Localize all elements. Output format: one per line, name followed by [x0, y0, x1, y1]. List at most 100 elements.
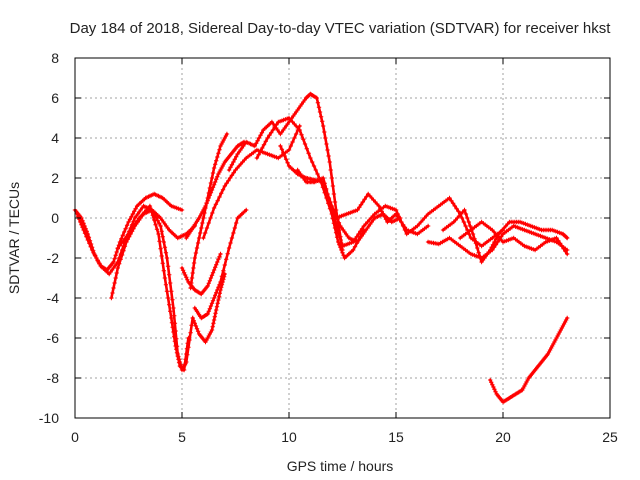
- data-point-marker: [196, 235, 202, 241]
- data-point-marker: [210, 324, 215, 329]
- data-point-marker: [80, 225, 85, 230]
- data-point-marker: [362, 197, 367, 202]
- data-point-marker: [88, 244, 93, 249]
- y-tick-label: -6: [47, 330, 60, 346]
- data-point-marker: [195, 240, 201, 246]
- data-point-marker: [89, 247, 95, 253]
- data-point-marker: [147, 203, 153, 209]
- data-point-marker: [288, 143, 293, 149]
- x-tick-label: 20: [495, 429, 511, 445]
- data-point-marker: [224, 181, 229, 186]
- data-point-marker: [117, 243, 122, 248]
- data-point-marker: [111, 259, 116, 265]
- data-point-marker: [331, 191, 337, 197]
- data-point-marker: [205, 311, 210, 317]
- data-point-marker: [393, 207, 399, 213]
- data-point-marker: [321, 123, 326, 129]
- data-point-marker: [334, 225, 340, 231]
- data-point-marker: [122, 236, 128, 241]
- data-point-marker: [152, 217, 157, 223]
- data-point-marker: [94, 255, 99, 261]
- data-point-marker: [449, 198, 454, 203]
- data-point-marker: [189, 280, 194, 286]
- data-point-marker: [215, 198, 220, 203]
- data-point-marker: [234, 154, 239, 159]
- data-point-marker: [215, 301, 220, 306]
- data-point-marker: [201, 215, 206, 221]
- data-point-marker: [456, 209, 461, 214]
- data-point-marker: [125, 237, 130, 242]
- data-point-marker: [208, 275, 214, 281]
- data-point-marker: [290, 139, 295, 145]
- data-point-marker: [254, 155, 260, 161]
- data-point-marker: [333, 219, 338, 225]
- data-point-marker: [466, 219, 471, 225]
- data-point-marker: [329, 175, 334, 181]
- data-point-marker: [193, 250, 199, 256]
- y-tick-label: 4: [51, 130, 59, 146]
- data-point-marker: [167, 272, 172, 277]
- data-point-marker: [189, 323, 194, 328]
- series-track-7: [188, 131, 230, 291]
- series-track-2: [74, 203, 198, 277]
- data-point-marker: [556, 238, 561, 243]
- data-point-marker: [211, 295, 217, 301]
- data-point-marker: [564, 235, 569, 240]
- data-point-marker: [308, 155, 313, 161]
- data-point-marker: [227, 175, 233, 181]
- data-point-marker: [330, 183, 336, 189]
- data-point-marker: [315, 171, 320, 177]
- data-point-marker: [202, 210, 207, 216]
- data-point-marker: [172, 313, 177, 318]
- series-track-12: [254, 115, 367, 261]
- data-point-marker: [194, 245, 200, 251]
- data-point-marker: [213, 311, 218, 316]
- data-point-marker: [351, 247, 356, 253]
- data-point-marker: [179, 265, 185, 271]
- data-point-marker: [174, 347, 179, 352]
- data-point-marker: [565, 315, 570, 321]
- data-point-marker: [112, 280, 117, 286]
- data-point-marker: [153, 222, 158, 227]
- data-point-marker: [129, 214, 134, 219]
- data-point-marker: [210, 210, 215, 216]
- data-point-marker: [133, 206, 138, 211]
- data-point-marker: [207, 185, 212, 191]
- series-track-15: [333, 191, 431, 237]
- data-point-marker: [190, 270, 195, 276]
- data-point-marker: [489, 245, 494, 250]
- data-point-marker: [351, 239, 356, 245]
- data-point-marker: [164, 255, 170, 261]
- data-point-marker: [211, 182, 217, 187]
- data-point-marker: [92, 253, 98, 258]
- data-point-marker: [224, 257, 229, 262]
- y-axis-label: SDTVAR / TECUs: [6, 182, 22, 294]
- data-point-marker: [254, 141, 259, 146]
- data-point-marker: [115, 265, 120, 271]
- data-point-marker: [200, 220, 205, 226]
- data-point-marker: [217, 291, 222, 296]
- data-point-marker: [121, 238, 126, 244]
- data-point-marker: [299, 132, 304, 137]
- data-point-marker: [74, 211, 80, 217]
- data-point-marker: [195, 329, 201, 334]
- data-point-marker: [322, 181, 327, 186]
- data-point-marker: [97, 261, 102, 266]
- data-point-marker: [214, 304, 220, 309]
- data-point-marker: [213, 179, 218, 185]
- data-point-marker: [216, 297, 221, 303]
- grid-lines: [75, 58, 610, 418]
- data-point-marker: [163, 282, 169, 287]
- data-point-marker: [215, 259, 220, 265]
- data-point-marker: [210, 170, 216, 176]
- data-point-marker: [149, 208, 154, 213]
- data-point-marker: [331, 213, 336, 219]
- data-point-marker: [311, 163, 317, 169]
- data-point-marker: [95, 258, 100, 263]
- data-point-marker: [112, 256, 117, 261]
- data-point-marker: [278, 143, 283, 149]
- data-point-marker: [228, 240, 233, 246]
- data-point-marker: [119, 252, 125, 258]
- series-track-5: [179, 251, 223, 297]
- data-point-marker: [165, 295, 171, 301]
